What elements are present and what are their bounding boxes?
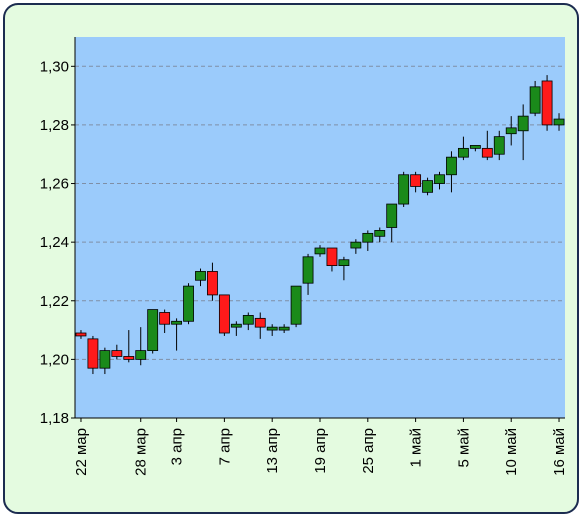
candle-body <box>290 285 302 325</box>
candle-body <box>374 230 386 237</box>
candle-body <box>350 241 362 249</box>
y-tick-label: 1,22 <box>40 293 69 310</box>
x-tick-label: 28 мар <box>133 428 150 476</box>
candle-body <box>242 315 254 325</box>
y-tick-label: 1,30 <box>40 58 69 75</box>
candle-body <box>87 338 99 369</box>
candle-body <box>434 174 445 184</box>
y-tick-label: 1,26 <box>40 176 69 193</box>
candle-body <box>457 147 469 158</box>
candle-body <box>481 147 493 158</box>
x-tick-label: 19 апр <box>312 428 329 474</box>
x-tick-label: 1 май <box>408 428 425 468</box>
candle-body <box>493 136 505 155</box>
candle-body <box>75 332 87 337</box>
candle-body <box>326 247 338 266</box>
candle-body <box>541 80 553 126</box>
candle-body <box>422 180 433 193</box>
candle-body <box>517 115 529 132</box>
plot-area <box>75 37 565 418</box>
candle-body <box>529 86 541 114</box>
candle-body <box>207 271 218 296</box>
candle-body <box>99 350 111 369</box>
candle-body <box>266 326 278 331</box>
x-tick-label: 5 май <box>455 428 472 468</box>
x-tick-label: 7 апр <box>216 428 233 465</box>
candle-body <box>171 320 183 325</box>
candle-body <box>338 259 350 267</box>
candle-body <box>386 203 398 228</box>
candle-body <box>135 350 147 360</box>
candle-body <box>183 285 194 322</box>
y-tick-label: 1,18 <box>40 410 69 427</box>
candle-body <box>398 174 410 205</box>
candle-body <box>147 309 159 351</box>
candle-body <box>469 145 481 149</box>
x-tick-label: 22 мар <box>73 428 90 476</box>
x-tick-label: 13 апр <box>264 428 281 474</box>
candle-body <box>553 118 565 126</box>
candle-body <box>505 127 517 135</box>
y-tick-label: 1,28 <box>40 117 69 134</box>
candle-body <box>362 232 374 243</box>
candle-body <box>123 356 135 360</box>
candle-body <box>314 247 326 255</box>
candle-body <box>195 271 206 281</box>
x-tick-label: 25 апр <box>360 428 377 474</box>
y-tick-label: 1,20 <box>40 351 69 368</box>
candle-body <box>410 174 422 187</box>
candle-body <box>111 350 123 357</box>
candle-body <box>254 317 266 328</box>
x-tick-label: 10 май <box>503 428 520 476</box>
candle-body <box>278 326 290 331</box>
x-tick-label: 3 апр <box>169 428 186 465</box>
candle-body <box>218 294 230 334</box>
candle-body <box>302 256 314 284</box>
candle-body <box>230 323 242 328</box>
y-tick-label: 1,24 <box>40 234 69 251</box>
candle-body <box>159 312 171 325</box>
x-tick-label: 16 май <box>551 428 568 476</box>
candle-body <box>446 156 457 176</box>
